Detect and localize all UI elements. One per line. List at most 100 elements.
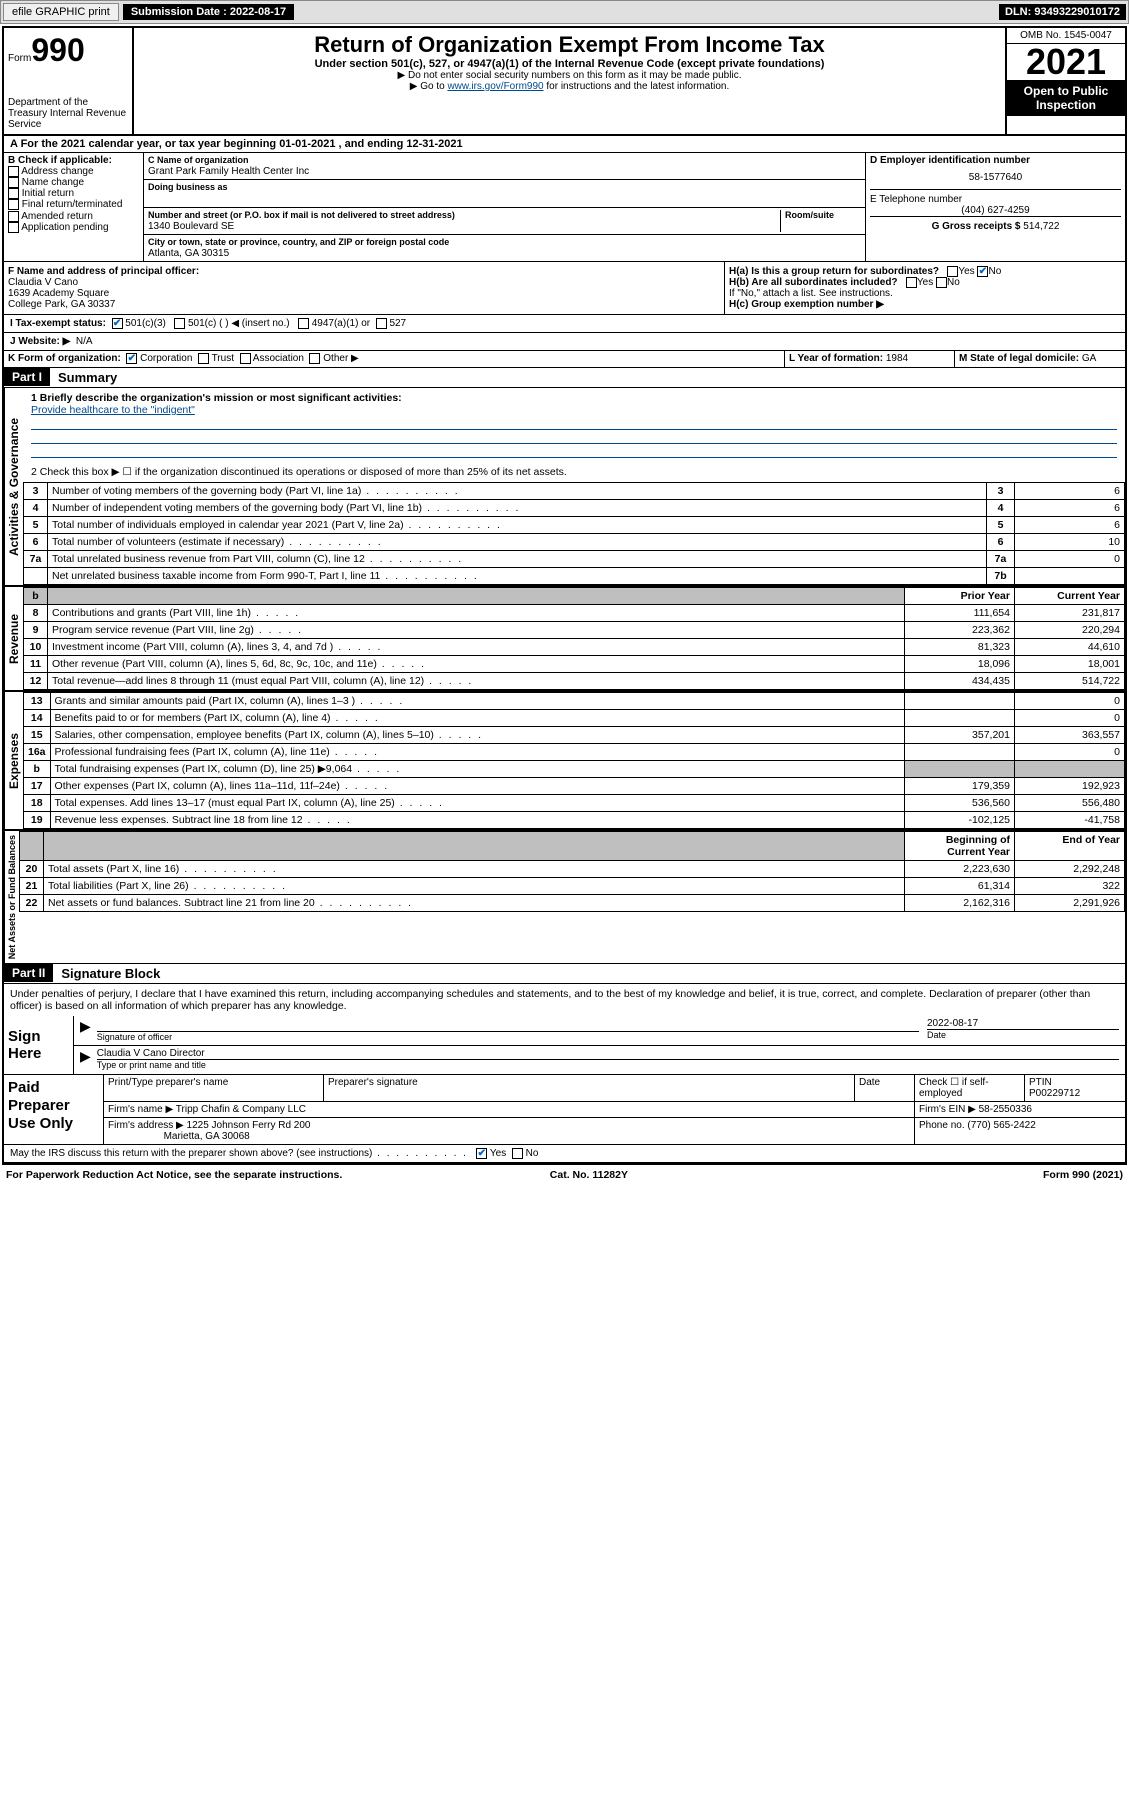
- street-label: Number and street (or P.O. box if mail i…: [148, 210, 455, 220]
- gross-label: G Gross receipts $: [932, 221, 1021, 232]
- lbl-527: 527: [389, 318, 406, 329]
- col-prior: Prior Year: [905, 587, 1015, 604]
- line-key: 7b: [987, 567, 1015, 584]
- check-initial-return[interactable]: [8, 188, 19, 199]
- hb-no[interactable]: [936, 277, 947, 288]
- line-text: Total liabilities (Part X, line 26): [44, 877, 905, 894]
- check-address-change[interactable]: [8, 166, 19, 177]
- firm-name: Tripp Chafin & Company LLC: [176, 1104, 306, 1115]
- check-trust[interactable]: [198, 353, 209, 364]
- end-value: 2,291,926: [1015, 894, 1125, 911]
- box-c: C Name of organization Grant Park Family…: [144, 153, 865, 261]
- ha-yes[interactable]: [947, 266, 958, 277]
- firm-addr1: 1225 Johnson Ferry Rd 200: [187, 1120, 311, 1131]
- may-irs-yes[interactable]: [476, 1148, 487, 1159]
- check-self-employed[interactable]: Check ☐ if self-employed: [919, 1077, 989, 1099]
- curr-value: 514,722: [1015, 672, 1125, 689]
- irs-link[interactable]: www.irs.gov/Form990: [447, 81, 543, 92]
- f-label: F Name and address of principal officer:: [8, 266, 199, 277]
- line-text: Number of voting members of the governin…: [48, 482, 987, 499]
- check-assoc[interactable]: [240, 353, 251, 364]
- line-no: 13: [24, 692, 51, 709]
- check-501c3[interactable]: [112, 318, 123, 329]
- line-text: Other expenses (Part IX, column (A), lin…: [50, 777, 904, 794]
- line-text: Net unrelated business taxable income fr…: [48, 567, 987, 584]
- klm-row: K Form of organization: Corporation Trus…: [4, 351, 1125, 367]
- line-text: Contributions and grants (Part VIII, lin…: [48, 604, 905, 621]
- prior-value: 81,323: [905, 638, 1015, 655]
- sig-officer-label: Signature of officer: [97, 1032, 172, 1042]
- header-mid: Return of Organization Exempt From Incom…: [134, 28, 1005, 134]
- check-other[interactable]: [309, 353, 320, 364]
- line-text: Number of independent voting members of …: [48, 499, 987, 516]
- efile-print-button[interactable]: efile GRAPHIC print: [3, 3, 119, 21]
- footer-left: For Paperwork Reduction Act Notice, see …: [6, 1169, 342, 1181]
- col-curr: Current Year: [1015, 587, 1125, 604]
- line-text: Total revenue—add lines 8 through 11 (mu…: [48, 672, 905, 689]
- firm-name-label: Firm's name ▶: [108, 1104, 173, 1115]
- rev-table: b Prior Year Current Year8 Contributions…: [23, 587, 1125, 690]
- ha-no[interactable]: [977, 266, 988, 277]
- paid-preparer-label: Paid Preparer Use Only: [4, 1075, 104, 1144]
- header-right: OMB No. 1545-0047 2021 Open to Public In…: [1005, 28, 1125, 134]
- part2-header: Part II Signature Block: [4, 964, 1125, 984]
- arrow-icon: ▶: [80, 1018, 91, 1043]
- line-key: 4: [987, 499, 1015, 516]
- form-prefix: Form: [8, 53, 31, 64]
- website-row: J Website: ▶ N/A: [4, 333, 1125, 351]
- check-corp[interactable]: [126, 353, 137, 364]
- line-text: Total fundraising expenses (Part IX, col…: [50, 760, 904, 777]
- line-text: Other revenue (Part VIII, column (A), li…: [48, 655, 905, 672]
- exp-table: 13 Grants and similar amounts paid (Part…: [23, 692, 1125, 829]
- check-527[interactable]: [376, 318, 387, 329]
- dba-label: Doing business as: [148, 182, 228, 192]
- l-label: L Year of formation:: [789, 353, 883, 364]
- form-number: 990: [31, 32, 84, 68]
- line-text: Investment income (Part VIII, column (A)…: [48, 638, 905, 655]
- street: 1340 Boulevard SE: [148, 221, 234, 232]
- vlabel-exp: Expenses: [4, 692, 23, 829]
- section-revenue: Revenue b Prior Year Current Year8 Contr…: [4, 587, 1125, 692]
- line-no: 3: [24, 482, 48, 499]
- print-name-label: Print/Type preparer's name: [104, 1075, 324, 1101]
- hb-yes[interactable]: [906, 277, 917, 288]
- mission-line-1: [31, 416, 1117, 430]
- curr-value: 231,817: [1015, 604, 1125, 621]
- lbl-name-change: Name change: [22, 177, 84, 188]
- firm-addr-label: Firm's address ▶: [108, 1120, 184, 1131]
- line-no: 22: [20, 894, 44, 911]
- hdr-blank: [48, 587, 905, 604]
- line-key: 3: [987, 482, 1015, 499]
- line-text: Total number of individuals employed in …: [48, 516, 987, 533]
- check-amended[interactable]: [8, 211, 19, 222]
- check-501c[interactable]: [174, 318, 185, 329]
- vlabel-net: Net Assets or Fund Balances: [4, 831, 19, 963]
- line-text: Program service revenue (Part VIII, line…: [48, 621, 905, 638]
- prior-value: -102,125: [905, 811, 1015, 828]
- lbl-corp: Corporation: [140, 354, 192, 365]
- phone-label: E Telephone number: [870, 194, 962, 205]
- calendar-year-row: A For the 2021 calendar year, or tax yea…: [4, 136, 1125, 153]
- line-no: 18: [24, 794, 51, 811]
- check-4947[interactable]: [298, 318, 309, 329]
- sig-declaration: Under penalties of perjury, I declare th…: [4, 984, 1125, 1016]
- m-value: GA: [1082, 353, 1096, 364]
- note-ssn: ▶ Do not enter social security numbers o…: [138, 70, 1001, 81]
- prior-value: 18,096: [905, 655, 1015, 672]
- may-irs-no[interactable]: [512, 1148, 523, 1159]
- col-end: End of Year: [1015, 831, 1125, 860]
- open-public: Open to Public Inspection: [1007, 80, 1125, 116]
- section-fh: F Name and address of principal officer:…: [4, 262, 1125, 315]
- org-name: Grant Park Family Health Center Inc: [148, 166, 309, 177]
- line-text: Total number of volunteers (estimate if …: [48, 533, 987, 550]
- may-irs-yes-lbl: Yes: [490, 1148, 506, 1159]
- sign-here-label: Sign Here: [4, 1016, 74, 1074]
- lbl-address-change: Address change: [21, 166, 93, 177]
- check-app-pending[interactable]: [8, 222, 19, 233]
- part1-label: Part I: [4, 368, 50, 386]
- line-no: 11: [24, 655, 48, 672]
- check-final-return[interactable]: [8, 199, 19, 210]
- may-irs-text: May the IRS discuss this return with the…: [10, 1148, 468, 1159]
- check-name-change[interactable]: [8, 177, 19, 188]
- line-key: 7a: [987, 550, 1015, 567]
